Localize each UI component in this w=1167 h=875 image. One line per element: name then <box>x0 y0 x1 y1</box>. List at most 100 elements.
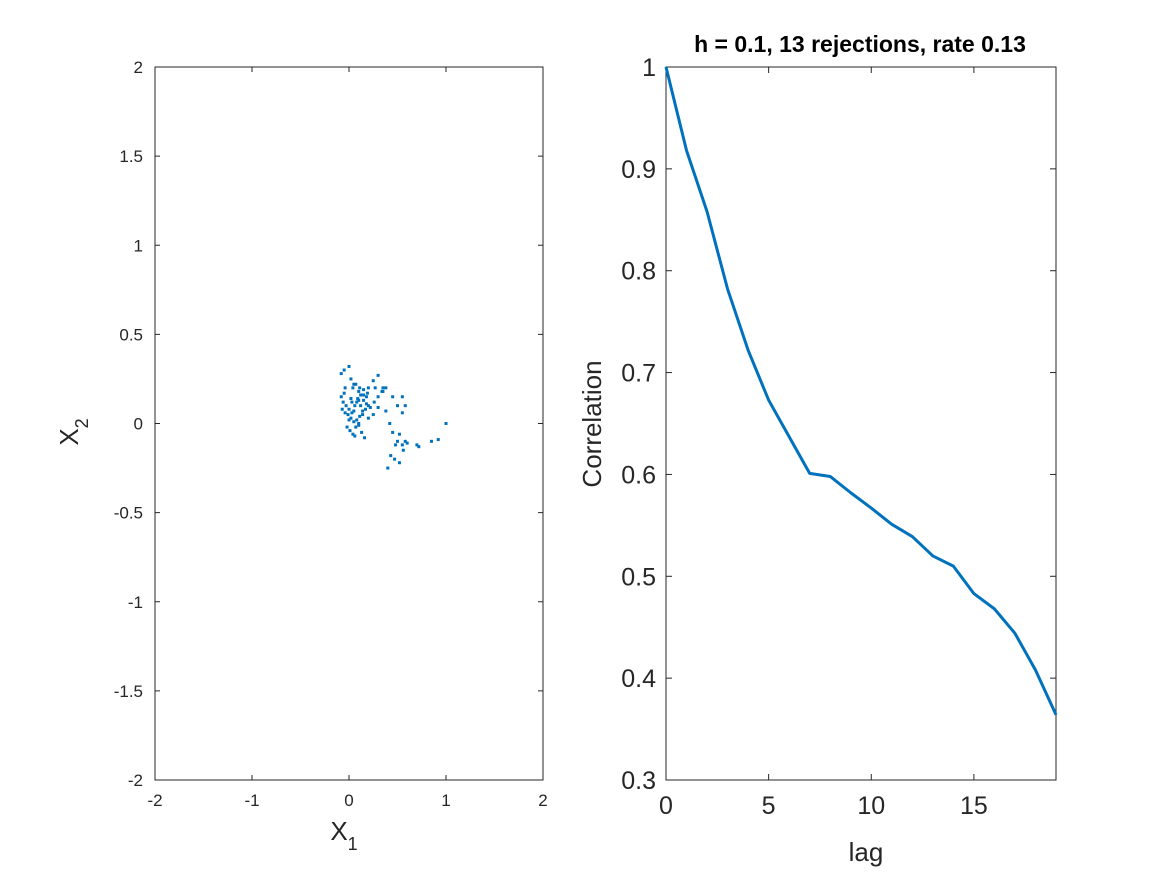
scatter-point <box>391 430 395 434</box>
line-y-tick-label: 0.6 <box>621 461 656 489</box>
line-x-tick-label: 15 <box>960 792 988 820</box>
scatter-axes: -2 -1 0 1 2-2-1.5-1-0.500.511.52 X1 X2 <box>54 58 548 854</box>
scatter-point <box>357 389 361 393</box>
scatter-point <box>343 411 347 415</box>
scatter-point <box>400 395 404 399</box>
scatter-point <box>349 397 353 401</box>
scatter-point <box>415 443 419 447</box>
scatter-point <box>380 389 384 393</box>
scatter-point <box>363 407 367 411</box>
scatter-point <box>360 430 364 434</box>
scatter-point <box>344 404 348 408</box>
scatter-point <box>400 443 404 447</box>
scatter-point <box>397 461 401 465</box>
line-y-tick-label: 0.9 <box>621 156 656 184</box>
line-y-axis-label: Correlation <box>577 360 607 487</box>
line-chart-title: h = 0.1, 13 rejections, rate 0.13 <box>694 31 1026 57</box>
scatter-point <box>386 466 390 470</box>
scatter-point <box>391 395 395 399</box>
scatter-point <box>444 422 448 425</box>
scatter-point <box>373 386 377 390</box>
scatter-point <box>349 377 353 381</box>
line-y-tick-label: 0.5 <box>621 563 656 591</box>
scatter-point <box>436 438 440 442</box>
scatter-point <box>396 404 399 408</box>
scatter-points <box>339 364 448 470</box>
scatter-y-tick-label: 2 <box>134 58 143 77</box>
scatter-y-label-main: X <box>54 428 84 445</box>
scatter-point <box>354 382 358 386</box>
scatter-y-label-sub: 2 <box>72 418 92 428</box>
scatter-point <box>345 425 349 429</box>
scatter-point <box>397 432 401 436</box>
scatter-point <box>381 386 385 390</box>
scatter-point <box>340 407 344 411</box>
scatter-point <box>351 386 355 390</box>
scatter-point <box>376 395 380 399</box>
scatter-point <box>356 397 360 401</box>
scatter-y-tick-label: -1 <box>128 593 143 612</box>
line-y-tick-label: 0.8 <box>621 258 656 286</box>
scatter-point <box>376 373 380 377</box>
scatter-point <box>403 404 407 408</box>
scatter-point <box>347 418 351 422</box>
scatter-point <box>352 409 356 413</box>
scatter-point <box>393 457 397 461</box>
scatter-point <box>359 393 363 397</box>
scatter-point <box>389 454 393 458</box>
scatter-point <box>352 420 356 424</box>
line-axes: 0 5 10 15 0.3 0.4 0.5 0.6 0.7 0.8 0.9 1 h = 0.1, 13… <box>577 31 1058 867</box>
scatter-point <box>366 416 370 420</box>
scatter-point <box>366 386 370 390</box>
scatter-point <box>376 405 380 409</box>
scatter-x-axis-label: X1 <box>330 816 357 854</box>
scatter-point <box>357 423 361 427</box>
line-x-tick-label: 5 <box>762 792 776 820</box>
scatter-point <box>358 414 362 418</box>
scatter-point <box>355 400 359 404</box>
scatter-point <box>357 422 361 425</box>
scatter-point <box>354 425 358 429</box>
scatter-point <box>364 395 368 399</box>
scatter-point <box>371 413 375 417</box>
scatter-x-tick-label: 0 <box>344 791 353 810</box>
scatter-point <box>357 398 361 402</box>
scatter-point <box>403 439 407 443</box>
line-x-tick-label: 0 <box>659 792 673 820</box>
scatter-x-tick-label: 1 <box>441 791 450 810</box>
scatter-point <box>353 434 357 438</box>
scatter-x-tick-label: -2 <box>147 791 162 810</box>
scatter-point <box>341 400 345 404</box>
scatter-point <box>361 409 365 413</box>
scatter-point <box>349 416 353 420</box>
scatter-point <box>342 368 346 372</box>
scatter-point <box>351 432 355 436</box>
scatter-point <box>371 379 375 383</box>
correlation-series-line <box>664 66 1058 716</box>
scatter-y-axis-label: X2 <box>54 418 92 445</box>
scatter-point <box>352 382 356 386</box>
scatter-point <box>384 409 388 413</box>
scatter-point <box>350 411 354 415</box>
scatter-point <box>362 398 366 402</box>
scatter-point <box>401 448 405 452</box>
line-ticks: 0 5 10 15 0.3 0.4 0.5 0.6 0.7 0.8 0.9 1 <box>621 54 1056 820</box>
line-y-tick-label: 0.4 <box>621 665 656 693</box>
line-y-tick-label: 0.7 <box>621 360 656 388</box>
scatter-point <box>346 413 350 417</box>
scatter-point <box>363 436 367 440</box>
scatter-point <box>347 364 351 368</box>
scatter-axes-box <box>154 66 544 781</box>
scatter-point <box>361 413 365 417</box>
scatter-point <box>429 439 433 443</box>
scatter-point <box>365 391 369 395</box>
scatter-point <box>339 372 343 376</box>
scatter-point <box>372 400 376 404</box>
scatter-point <box>384 386 388 390</box>
scatter-point <box>388 422 392 425</box>
scatter-point <box>355 418 359 422</box>
scatter-point <box>353 404 357 408</box>
scatter-y-tick-label: -2 <box>128 771 143 790</box>
scatter-x-label-main: X <box>330 816 347 846</box>
